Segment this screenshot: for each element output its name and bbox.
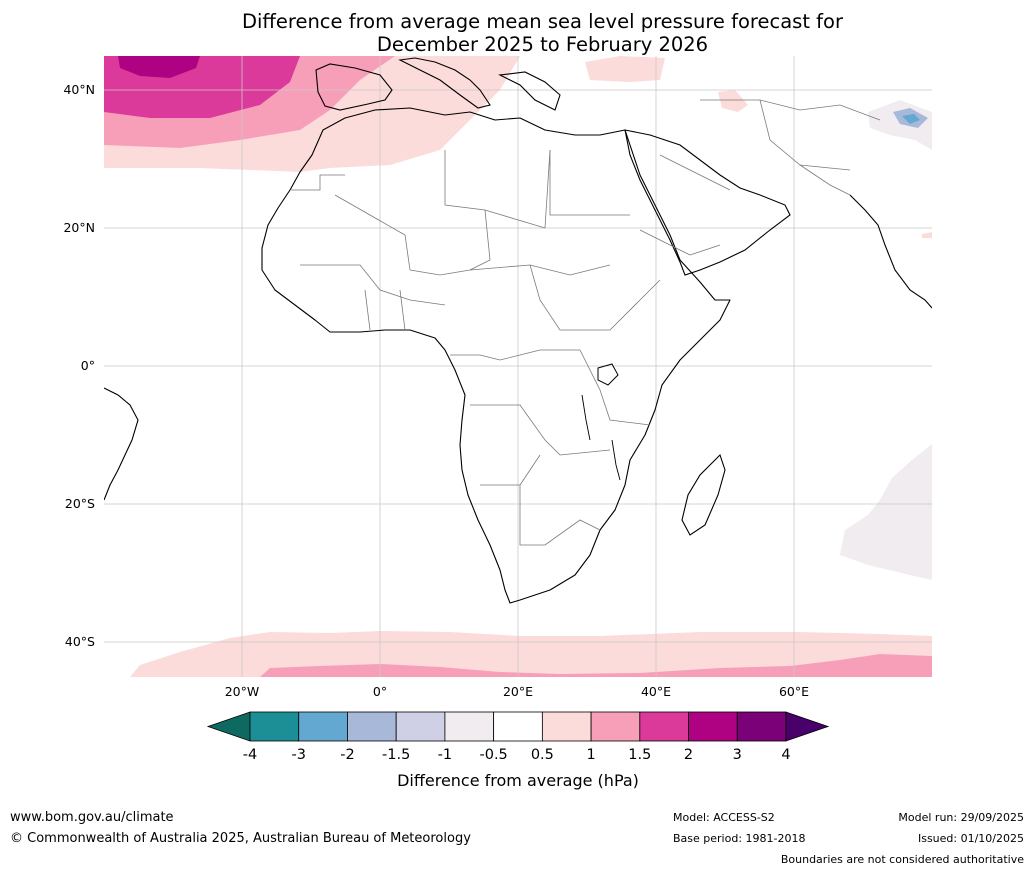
longitude-labels: 20°W 0° 20°E 40°E 60°E bbox=[225, 684, 809, 699]
lon-label-20w: 20°W bbox=[225, 684, 260, 699]
colorbar-segment bbox=[688, 711, 738, 742]
india-coastline bbox=[849, 194, 932, 309]
lon-label-0: 0° bbox=[373, 684, 387, 699]
graticule bbox=[104, 56, 932, 677]
colorbar-segment bbox=[298, 711, 348, 742]
anomaly-shade-caspian bbox=[718, 90, 748, 112]
colorbar-tick-label: -1 bbox=[438, 747, 452, 763]
colorbar-tick-label: -3 bbox=[291, 747, 305, 763]
africa-coastline bbox=[261, 107, 731, 604]
colorbar-tick-label: -1.5 bbox=[382, 747, 410, 763]
lon-label-20e: 20°E bbox=[503, 684, 533, 699]
title-line-1: Difference from average mean sea level p… bbox=[242, 10, 843, 33]
lake-victoria bbox=[597, 363, 619, 386]
lat-label-40n: 40°N bbox=[63, 82, 95, 97]
base-period-text: Base period: 1981-2018 bbox=[673, 832, 806, 845]
lat-label-40s: 40°S bbox=[65, 634, 95, 649]
colorbar-tick-label: -2 bbox=[340, 747, 354, 763]
colorbar-tick-label: 1.5 bbox=[628, 747, 651, 763]
colorbar-segment bbox=[347, 711, 397, 742]
colorbar-tick-label: -0.5 bbox=[479, 747, 507, 763]
colorbar-segment bbox=[493, 711, 543, 742]
colorbar-extend-over bbox=[785, 711, 830, 742]
colorbar-segment bbox=[395, 711, 446, 742]
anomaly-shade-bay-of-bengal bbox=[922, 232, 932, 238]
anomaly-shade-turkey bbox=[585, 56, 665, 82]
issued-text: Issued: 01/10/2025 bbox=[917, 832, 1024, 845]
colorbar-extend-under bbox=[206, 711, 251, 742]
colorbar-tick-label: -4 bbox=[243, 747, 257, 763]
south-america-coastline bbox=[104, 387, 139, 501]
colorbar-tick-label: 4 bbox=[781, 747, 790, 763]
disclaimer-text: Boundaries are not considered authoritat… bbox=[780, 853, 1024, 866]
map-area bbox=[104, 56, 932, 677]
lon-label-40e: 40°E bbox=[641, 684, 671, 699]
europe-coastline bbox=[315, 57, 561, 111]
lat-label-0: 0° bbox=[81, 358, 95, 373]
model-text: Model: ACCESS-S2 bbox=[673, 811, 775, 824]
anomaly-shade-indian-ocean bbox=[840, 444, 932, 580]
colorbar-tick-label: 2 bbox=[684, 747, 693, 763]
colorbar: -4 -3 -2 -1.5 -1 -0.5 0.5 1 1.5 2 3 4 bbox=[206, 711, 830, 763]
title-line-2: December 2025 to February 2026 bbox=[376, 33, 709, 56]
chart-title: Difference from average mean sea level p… bbox=[0, 10, 1035, 56]
arabia-coastline bbox=[624, 129, 791, 276]
rift-lakes bbox=[581, 394, 621, 481]
anomaly-shade-himalaya-strong bbox=[902, 114, 920, 124]
lat-label-20n: 20°N bbox=[63, 220, 95, 235]
anomaly-shade-southern-ocean-1 bbox=[260, 654, 932, 677]
lon-label-60e: 60°E bbox=[779, 684, 809, 699]
website-text: www.bom.gov.au/climate bbox=[10, 810, 174, 825]
colorbar-segment bbox=[639, 711, 689, 742]
colorbar-segment bbox=[590, 711, 641, 742]
colorbar-tick-label: 1 bbox=[586, 747, 595, 763]
colorbar-label: Difference from average (hPa) bbox=[397, 771, 639, 790]
madagascar-coastline bbox=[681, 453, 726, 536]
colorbar-tick-label: 3 bbox=[733, 747, 742, 763]
model-run-text: Model run: 29/09/2025 bbox=[898, 811, 1024, 824]
colorbar-segment bbox=[541, 711, 592, 742]
colorbar-segment bbox=[736, 711, 787, 742]
anomaly-shade-southern-ocean-0.5 bbox=[130, 631, 932, 677]
colorbar-tick-label: 0.5 bbox=[531, 747, 554, 763]
anomaly-shade-north-atlantic-2 bbox=[118, 56, 200, 78]
latitude-labels: 40°N 20°N 0° 20°S 40°S bbox=[63, 82, 95, 649]
lat-label-20s: 20°S bbox=[65, 496, 95, 511]
country-borders bbox=[290, 99, 881, 546]
colorbar-segment bbox=[249, 711, 300, 742]
colorbar-segment bbox=[444, 711, 495, 742]
copyright-text: © Commonwealth of Australia 2025, Austra… bbox=[10, 831, 471, 846]
